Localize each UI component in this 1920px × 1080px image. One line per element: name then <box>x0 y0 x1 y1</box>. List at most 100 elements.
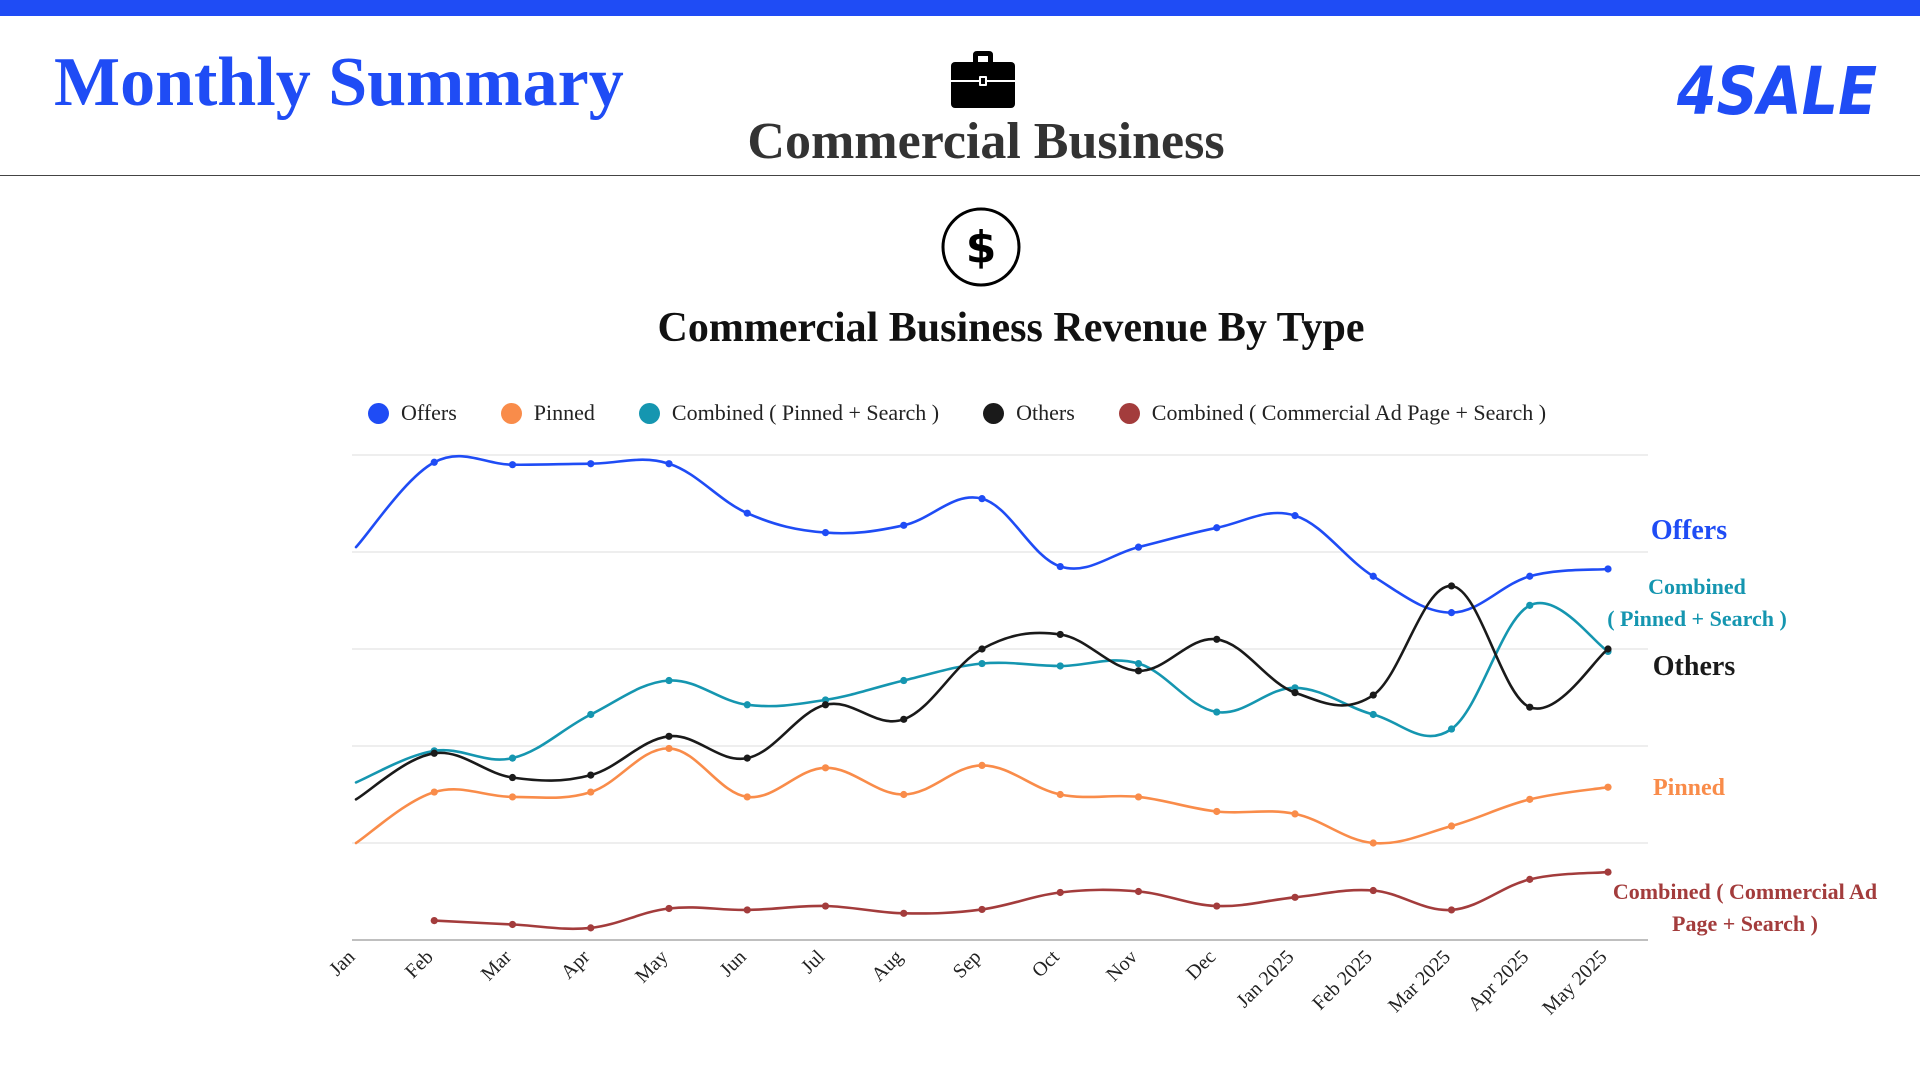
data-point <box>665 732 673 740</box>
data-point <box>1369 886 1377 895</box>
data-point <box>900 521 908 529</box>
legend-swatch <box>500 402 522 424</box>
x-tick-label: Feb 2025 <box>1308 946 1377 1015</box>
data-point <box>587 924 595 932</box>
x-tick-label: Nov <box>1102 946 1142 986</box>
dollar-icon: $ <box>941 207 1021 287</box>
data-point <box>900 790 908 799</box>
data-point <box>743 754 751 762</box>
data-point <box>430 749 438 757</box>
header-divider <box>0 175 1920 176</box>
data-point <box>1369 710 1377 719</box>
data-point <box>1056 888 1064 897</box>
top-accent-bar <box>0 0 1920 16</box>
data-point <box>1134 793 1143 801</box>
data-point <box>1526 601 1534 609</box>
data-point <box>1213 635 1221 643</box>
data-point <box>430 458 438 466</box>
legend-item: Pinned <box>500 400 595 426</box>
legend-item: Combined ( Pinned + Search ) <box>638 400 940 426</box>
series-end-label-line: Combined ( Commercial Ad <box>1613 879 1877 904</box>
data-point <box>821 701 830 709</box>
data-point <box>1604 645 1612 653</box>
data-point <box>508 920 517 929</box>
data-point <box>665 744 673 753</box>
x-tick-label: Mar <box>477 946 516 985</box>
data-point <box>1369 839 1377 847</box>
legend-label: Combined ( Commercial Ad Page + Search ) <box>1151 400 1547 425</box>
data-point <box>587 710 595 719</box>
data-point <box>1447 609 1456 617</box>
data-point <box>587 771 595 779</box>
data-point <box>1291 689 1299 697</box>
data-point <box>1526 795 1534 803</box>
data-point <box>743 509 751 517</box>
series-end-label: Pinned <box>1653 775 1726 801</box>
data-point <box>978 495 986 503</box>
data-point <box>978 645 986 653</box>
chart-legend: Offers Pinned Combined ( Pinned + Search )… <box>368 396 1590 430</box>
data-point <box>1134 667 1143 675</box>
legend-label: Others <box>1016 400 1075 425</box>
legend-item: Others <box>983 400 1075 426</box>
x-tick-label: May 2025 <box>1538 946 1611 1019</box>
x-tick-label: Jul <box>797 946 829 978</box>
x-tick-label: Jan 2025 <box>1232 946 1298 1012</box>
x-tick-label: Jun <box>716 946 751 981</box>
chart-title: Commercial Business Revenue By Type <box>657 305 1365 351</box>
series-line <box>354 601 1610 784</box>
x-tick-label: Oct <box>1028 946 1064 982</box>
data-point <box>587 788 595 796</box>
data-point <box>665 904 673 913</box>
data-point <box>1056 790 1064 799</box>
data-point <box>821 529 830 537</box>
data-point <box>1213 807 1221 816</box>
data-point <box>1134 543 1143 551</box>
series-end-label: Combined ( Pinned + Search ) <box>1607 574 1787 631</box>
data-point <box>1291 893 1299 901</box>
section-title: Commercial Business <box>747 113 1225 170</box>
data-point <box>430 917 438 925</box>
data-point <box>508 461 517 469</box>
data-point <box>978 659 986 668</box>
data-point <box>743 793 751 801</box>
legend-swatch <box>638 402 660 424</box>
data-point <box>430 788 438 796</box>
data-point <box>1134 887 1143 896</box>
x-tick-label: Jan <box>325 946 359 980</box>
data-point <box>900 715 908 723</box>
series-line <box>354 584 1610 801</box>
x-tick-label: Mar 2025 <box>1384 946 1455 1017</box>
data-point <box>1526 703 1534 711</box>
data-point <box>1291 512 1299 520</box>
data-point <box>978 761 986 770</box>
data-point <box>1291 810 1299 818</box>
data-point <box>978 905 986 914</box>
data-point <box>1213 708 1221 716</box>
data-point <box>1056 562 1064 571</box>
data-point <box>1447 725 1456 733</box>
x-tick-label: Aug <box>867 946 907 986</box>
data-point <box>1447 582 1456 590</box>
legend-swatch <box>983 402 1005 424</box>
data-point <box>1056 662 1064 670</box>
series-end-label-line: Offers <box>1651 515 1727 546</box>
brand-logo-text: 4SALE <box>1676 53 1877 122</box>
data-point <box>743 701 751 709</box>
data-point <box>1369 572 1377 580</box>
x-tick-label: Dec <box>1182 946 1220 984</box>
page-title: Monthly Summary <box>54 44 624 121</box>
legend-label: Pinned <box>533 400 595 425</box>
x-tick-label: Apr <box>557 946 595 984</box>
data-point <box>1056 630 1064 639</box>
series-end-label-line: Pinned <box>1653 775 1726 801</box>
data-point <box>1134 659 1143 668</box>
data-point <box>1604 783 1612 791</box>
data-point <box>1369 691 1377 699</box>
data-point <box>665 460 673 468</box>
data-point <box>1526 875 1534 883</box>
series-line <box>433 870 1610 931</box>
data-point <box>900 676 908 685</box>
legend-label: Combined ( Pinned + Search ) <box>671 400 940 425</box>
legend-item: Offers <box>368 400 457 426</box>
